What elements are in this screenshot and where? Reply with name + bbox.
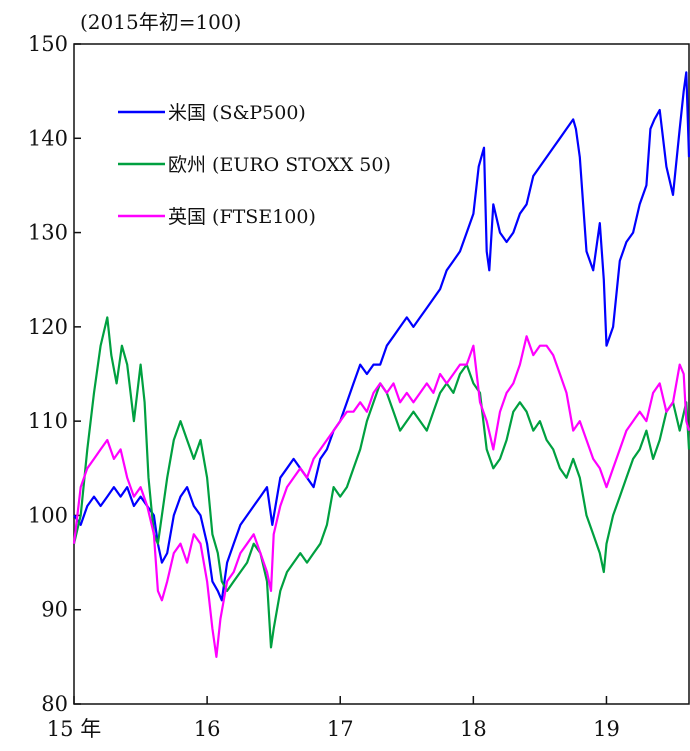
legend: 米国 (S&P500) 欧州 (EURO STOXX 50) 英国 (FTSE100… xyxy=(118,102,391,228)
y-tick-label: 140 xyxy=(28,126,68,150)
series-line-2 xyxy=(72,316,690,649)
series-line-1 xyxy=(73,71,690,602)
legend-label: 英国 (FTSE100) xyxy=(168,206,316,228)
y-axis: 80 90 100 110 120 130 140 150 xyxy=(28,32,81,716)
y-tick-label: 120 xyxy=(28,315,68,339)
y-tick-label: 100 xyxy=(28,503,68,527)
x-tick-label: 19 xyxy=(593,717,620,741)
series-lines xyxy=(72,71,690,659)
x-tick-label: 18 xyxy=(460,717,487,741)
y-tick-label: 150 xyxy=(28,32,68,56)
y-tick-label: 110 xyxy=(28,409,68,433)
series-line-3 xyxy=(72,335,690,659)
x-tick-label: 15 年 xyxy=(47,717,101,741)
y-tick-label: 130 xyxy=(28,221,68,245)
y-tick-label: 90 xyxy=(41,598,68,622)
x-tick-label: 17 xyxy=(327,717,354,741)
legend-label: 欧州 (EURO STOXX 50) xyxy=(168,154,391,176)
x-tick-label: 16 xyxy=(194,717,221,741)
y-tick-label: 80 xyxy=(41,692,68,716)
x-axis: 15 年 16 17 18 19 xyxy=(47,696,620,741)
plot-frame xyxy=(73,43,690,705)
legend-label: 米国 (S&P500) xyxy=(168,102,306,124)
y-axis-unit-label: (2015年初=100) xyxy=(80,10,242,34)
